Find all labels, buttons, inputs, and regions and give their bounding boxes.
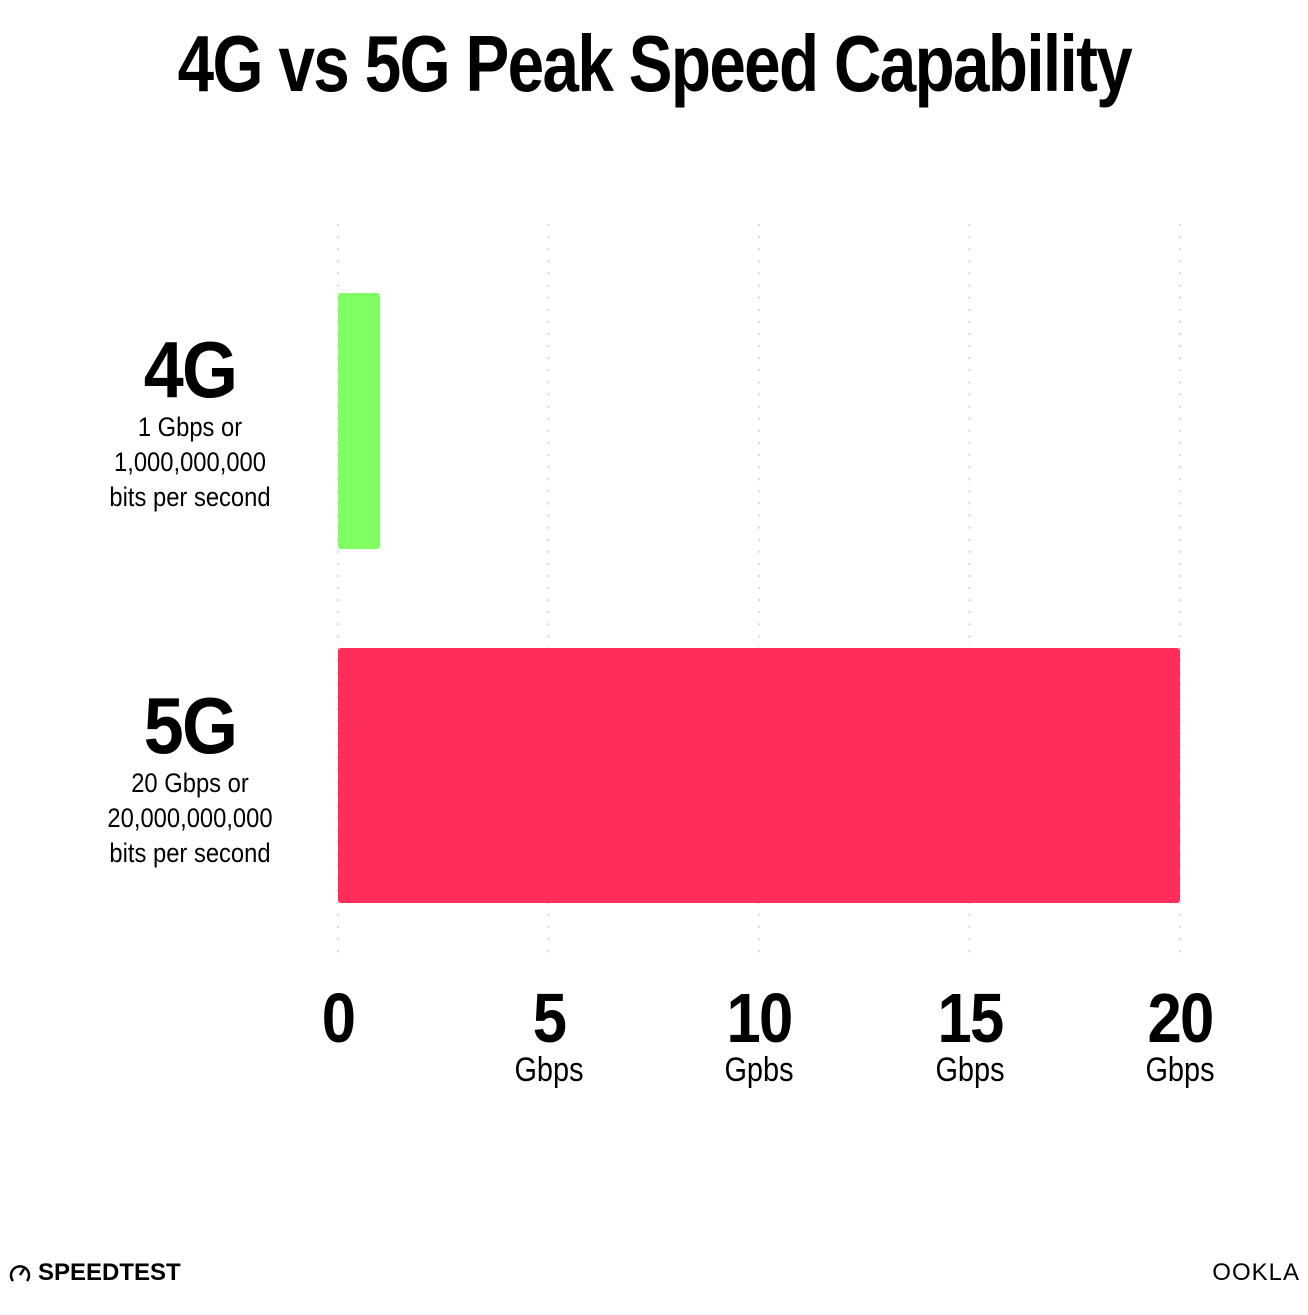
tick-label: 5 Gbps	[469, 979, 629, 1090]
tick-label: 0	[258, 979, 418, 1057]
category-label-4g: 4G 1 Gbps or 1,000,000,000 bits per seco…	[109, 325, 271, 513]
tick-unit: Gpbs	[724, 1051, 794, 1089]
ookla-logo: OOKLA	[1212, 1259, 1300, 1286]
bar-4g	[338, 293, 381, 549]
tick-value: 10	[726, 979, 793, 1057]
chart-title: 4G vs 5G Peak Speed Capability	[177, 19, 1132, 108]
speedometer-icon	[9, 1265, 31, 1282]
tick-unit: Gbps	[513, 1051, 584, 1089]
tick-unit: Gbps	[1145, 1051, 1215, 1089]
tick-value: 0	[321, 979, 356, 1057]
tick-unit: Gbps	[934, 1051, 1005, 1089]
tick-value: 5	[532, 979, 566, 1057]
speedtest-wordmark: SPEEDTEST	[38, 1259, 181, 1286]
tick-label: 10 Gpbs	[679, 979, 839, 1090]
tick-label: 15 Gbps	[890, 979, 1050, 1090]
tick-value: 20	[1147, 979, 1214, 1057]
bar-5g	[338, 648, 1180, 903]
category-label-5g: 5G 20 Gbps or 20,000,000,000 bits per se…	[107, 681, 273, 869]
tick-value: 15	[936, 979, 1004, 1057]
speedtest-logo: SPEEDTEST	[8, 1259, 181, 1287]
tick-label: 20 Gbps	[1100, 979, 1260, 1090]
